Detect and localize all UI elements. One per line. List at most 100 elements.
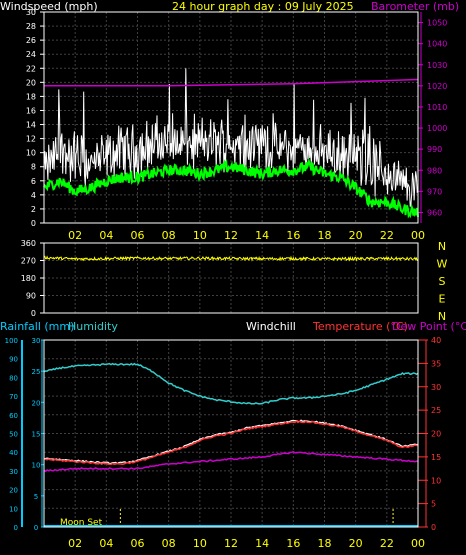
y-tick-label: 8 xyxy=(31,163,36,172)
y2-tick-label: 1050 xyxy=(427,19,447,28)
temperature-tick-label: 40 xyxy=(431,336,441,345)
humidity-tick-label: 20 xyxy=(9,487,18,495)
x-tick-label: 14 xyxy=(255,229,269,242)
x-tick-label: 04 xyxy=(99,537,113,550)
y-tick-label: 14 xyxy=(26,121,36,130)
moon-set-annotation: Moon Set xyxy=(60,518,103,528)
header-windspeed-label: Windspeed (mph) xyxy=(0,0,98,13)
rainfall-tick-label: 10 xyxy=(32,462,41,470)
y-tick-label: 90 xyxy=(26,292,36,301)
temperature-tick-label: 0 xyxy=(431,523,436,532)
wind-barometer-panel: 0246810121416182022242628309609709809901… xyxy=(26,8,448,242)
wind-speed-avg-line xyxy=(43,157,419,219)
humidity-tick-label: 40 xyxy=(9,449,18,457)
windchill-line xyxy=(43,419,419,465)
y2-tick-label: 990 xyxy=(427,145,442,154)
y-tick-label: 16 xyxy=(26,106,36,115)
y2-tick-label: 1000 xyxy=(427,124,447,133)
barometer-line xyxy=(44,78,419,87)
y-tick-label: 12 xyxy=(26,135,36,144)
y2-tick-label: 1020 xyxy=(427,82,447,91)
x-tick-label: 22 xyxy=(380,229,394,242)
x-tick-label: 22 xyxy=(380,537,394,550)
y-tick-label: 24 xyxy=(26,50,36,59)
x-tick-label: 12 xyxy=(224,537,238,550)
y-tick-label: 18 xyxy=(26,92,36,101)
humidity-tick-label: 10 xyxy=(9,505,18,513)
y-tick-label: 270 xyxy=(21,257,36,266)
temperature-tick-label: 5 xyxy=(431,500,436,509)
temperature-tick-label: 30 xyxy=(431,383,441,392)
temperature-tick-label: 15 xyxy=(431,453,441,462)
humidity-tick-label: 30 xyxy=(9,468,18,476)
humidity-tick-label: 70 xyxy=(9,393,18,401)
x-tick-label: 14 xyxy=(255,537,269,550)
legend-humidity: Humidity xyxy=(68,320,118,333)
x-tick-label: 18 xyxy=(318,229,332,242)
compass-label: N xyxy=(438,310,446,323)
temperature-humidity-panel: 0102030405060708090100051015202530051015… xyxy=(5,336,442,550)
y2-tick-label: 1040 xyxy=(427,40,447,49)
x-tick-label: 02 xyxy=(68,537,82,550)
temperature-line xyxy=(43,420,419,466)
panel-frame xyxy=(43,11,419,224)
y2-tick-label: 1010 xyxy=(427,103,447,112)
x-tick-label: 20 xyxy=(349,537,363,550)
panel-frame xyxy=(43,242,419,314)
y-tick-label: 6 xyxy=(31,177,36,186)
temperature-tick-label: 25 xyxy=(431,406,441,415)
humidity-tick-label: 0 xyxy=(14,524,18,532)
y-tick-label: 360 xyxy=(21,239,36,248)
dewpoint-line xyxy=(43,450,419,473)
y2-tick-label: 960 xyxy=(427,208,442,217)
rainfall-tick-label: 25 xyxy=(32,368,41,376)
x-tick-label: 16 xyxy=(286,229,300,242)
y-tick-label: 28 xyxy=(26,22,36,31)
y-tick-label: 26 xyxy=(26,36,36,45)
temperature-tick-label: 35 xyxy=(431,359,441,368)
compass-label: E xyxy=(439,293,446,306)
y-tick-label: 30 xyxy=(26,8,36,17)
rainfall-tick-label: 30 xyxy=(32,337,41,345)
rainfall-tick-label: 20 xyxy=(32,399,41,407)
x-tick-label: 20 xyxy=(349,229,363,242)
x-tick-label: 08 xyxy=(162,229,176,242)
y-tick-label: 0 xyxy=(31,219,36,228)
rainfall-tick-label: 5 xyxy=(34,493,38,501)
header-barometer-label: Barometer (mb) xyxy=(371,0,459,13)
humidity-line xyxy=(43,362,419,405)
humidity-tick-label: 80 xyxy=(9,374,18,382)
wind-direction-line xyxy=(43,255,419,262)
wind-gust-line xyxy=(43,68,419,207)
x-tick-label: 00 xyxy=(411,537,425,550)
compass-label: S xyxy=(439,275,446,288)
x-tick-label: 16 xyxy=(286,537,300,550)
y-tick-label: 10 xyxy=(26,149,36,158)
header-title: 24 hour graph day : 09 July 2025 xyxy=(172,0,354,13)
x-tick-label: 10 xyxy=(193,537,207,550)
y-tick-label: 180 xyxy=(21,274,36,283)
temperature-tick-label: 10 xyxy=(431,476,441,485)
y-tick-label: 20 xyxy=(26,78,36,87)
y-tick-label: 4 xyxy=(31,191,36,200)
panel-frame xyxy=(43,339,419,528)
x-tick-label: 10 xyxy=(193,229,207,242)
legend-temperature: Temperature (°C) xyxy=(312,320,408,333)
y-tick-label: 0 xyxy=(31,309,36,318)
y-tick-label: 2 xyxy=(31,205,36,214)
legend-windchill: Windchill xyxy=(246,320,296,333)
x-tick-label: 06 xyxy=(131,537,145,550)
humidity-tick-label: 90 xyxy=(9,356,18,364)
humidity-tick-label: 100 xyxy=(5,337,18,345)
legend-rainfall: Rainfall (mm) xyxy=(0,320,74,333)
x-tick-label: 12 xyxy=(224,229,238,242)
temperature-tick-label: 20 xyxy=(431,430,441,439)
x-tick-label: 00 xyxy=(411,229,425,242)
legend-dewpoint: Dew Point (°C) xyxy=(392,320,466,333)
y2-tick-label: 1030 xyxy=(427,61,447,70)
x-tick-label: 04 xyxy=(99,229,113,242)
x-tick-label: 06 xyxy=(131,229,145,242)
x-tick-label: 08 xyxy=(162,537,176,550)
